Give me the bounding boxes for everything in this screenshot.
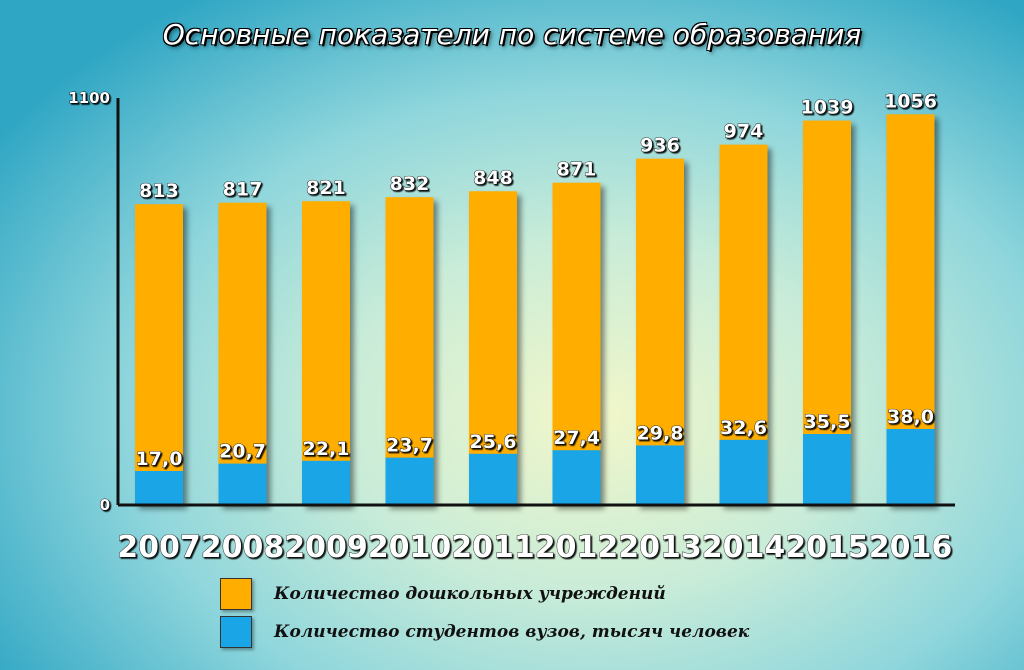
- x-tick-label-2014: 2014: [702, 530, 786, 565]
- bar-students-2009: [302, 460, 350, 505]
- bar-students-2015: [803, 434, 851, 505]
- bar-students-2008: [218, 463, 267, 505]
- legend-item-preschools: Количество дошкольных учреждений: [220, 578, 666, 610]
- x-tick-label-2008: 2008: [201, 530, 285, 565]
- y-tick-label-max: 1100: [68, 89, 110, 107]
- x-tick-label-2013: 2013: [618, 530, 702, 565]
- bar-preschools-2007: [135, 204, 183, 505]
- data-label-preschools-2014: 974: [724, 121, 764, 143]
- legend-swatch-students: [220, 616, 252, 648]
- data-label-students-2014: 32,6: [720, 417, 767, 439]
- data-label-students-2011: 25,6: [470, 431, 517, 453]
- bar-preschools-2009: [302, 201, 350, 506]
- data-label-students-2015: 35,5: [804, 411, 851, 433]
- data-label-students-2013: 29,8: [637, 422, 684, 444]
- bar-students-2013: [636, 445, 684, 505]
- bar-students-2016: [886, 429, 935, 505]
- data-label-students-2009: 22,1: [303, 438, 350, 460]
- bar-students-2010: [385, 457, 434, 505]
- bar-students-2014: [719, 439, 768, 505]
- legend-label-preschools: Количество дошкольных учреждений: [274, 584, 666, 604]
- bar-students-2012: [552, 450, 601, 505]
- data-label-preschools-2007: 813: [139, 180, 179, 202]
- bar-preschools-2011: [469, 191, 517, 506]
- data-label-preschools-2008: 817: [223, 179, 263, 201]
- x-tick-label-2015: 2015: [785, 530, 869, 565]
- data-label-students-2016: 38,0: [887, 406, 934, 428]
- y-tick-label-zero: 0: [100, 496, 110, 514]
- legend-item-students: Количество студентов вузов, тысяч челове…: [220, 616, 749, 648]
- data-label-preschools-2012: 871: [557, 159, 597, 181]
- x-tick-label-2007: 2007: [117, 530, 201, 565]
- data-label-preschools-2011: 848: [473, 167, 513, 189]
- x-tick-label-2010: 2010: [368, 530, 452, 565]
- bar-students-2011: [469, 453, 517, 505]
- legend-label-students: Количество студентов вузов, тысяч челове…: [274, 622, 750, 642]
- x-tick-label-2009: 2009: [284, 530, 368, 565]
- legend-swatch-preschools: [220, 578, 252, 610]
- data-label-students-2012: 27,4: [553, 427, 600, 449]
- data-label-preschools-2016: 1056: [884, 90, 937, 112]
- bar-preschools-2010: [385, 197, 434, 505]
- x-tick-label-2011: 2011: [451, 530, 535, 565]
- x-tick-label-2016: 2016: [869, 530, 953, 565]
- data-label-preschools-2009: 821: [306, 177, 346, 199]
- data-label-preschools-2015: 1039: [801, 97, 854, 119]
- data-label-preschools-2013: 936: [640, 135, 680, 157]
- x-tick-label-2012: 2012: [535, 530, 619, 565]
- bar-students-2007: [135, 471, 183, 505]
- chart-title: Основные показатели по системе образован…: [162, 18, 862, 51]
- data-label-students-2008: 20,7: [219, 441, 266, 463]
- data-label-students-2010: 23,7: [386, 435, 433, 457]
- data-label-students-2007: 17,0: [136, 448, 183, 470]
- data-label-preschools-2010: 832: [390, 173, 430, 195]
- bar-preschools-2008: [218, 202, 267, 505]
